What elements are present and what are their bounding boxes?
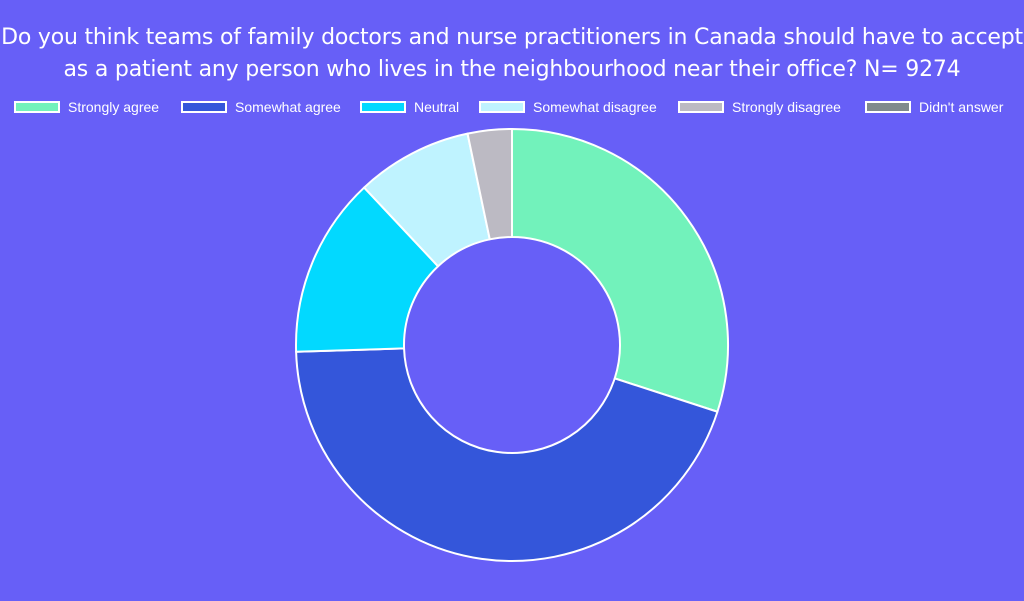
chart-title: Do you think teams of family doctors and… — [0, 22, 1024, 86]
legend-label-neutral: Neutral — [414, 99, 460, 115]
legend-swatch-neutral — [360, 101, 406, 113]
legend-item-strongly-disagree[interactable]: Strongly disagree — [678, 97, 841, 117]
slice-strongly-agree[interactable] — [511, 128, 729, 413]
chart-title-line-1: Do you think teams of family doctors and… — [1, 25, 1023, 50]
legend-swatch-strongly-agree — [14, 101, 60, 113]
legend-label-somewhat-disagree: Somewhat disagree — [533, 99, 657, 115]
legend-label-strongly-disagree: Strongly disagree — [732, 99, 841, 115]
slice-somewhat-agree[interactable] — [295, 347, 719, 562]
legend-item-somewhat-agree[interactable]: Somewhat agree — [181, 97, 341, 117]
chart-legend: Strongly agree Somewhat agree Neutral So… — [0, 97, 1024, 119]
legend-label-somewhat-agree: Somewhat agree — [235, 99, 341, 115]
legend-item-strongly-agree[interactable]: Strongly agree — [14, 97, 159, 117]
legend-item-didnt-answer[interactable]: Didn't answer — [865, 97, 1003, 117]
slice-strongly-disagree[interactable] — [466, 128, 513, 241]
chart-title-line-2: as a patient any person who lives in the… — [63, 57, 961, 82]
legend-swatch-somewhat-agree — [181, 101, 227, 113]
legend-label-strongly-agree: Strongly agree — [68, 99, 160, 115]
legend-swatch-strongly-disagree — [678, 101, 724, 113]
legend-item-neutral[interactable]: Neutral — [360, 97, 459, 117]
legend-swatch-somewhat-disagree — [479, 101, 525, 113]
legend-item-somewhat-disagree[interactable]: Somewhat disagree — [479, 97, 657, 117]
legend-swatch-didnt-answer — [865, 101, 911, 113]
legend-label-didnt-answer: Didn't answer — [919, 99, 1004, 115]
